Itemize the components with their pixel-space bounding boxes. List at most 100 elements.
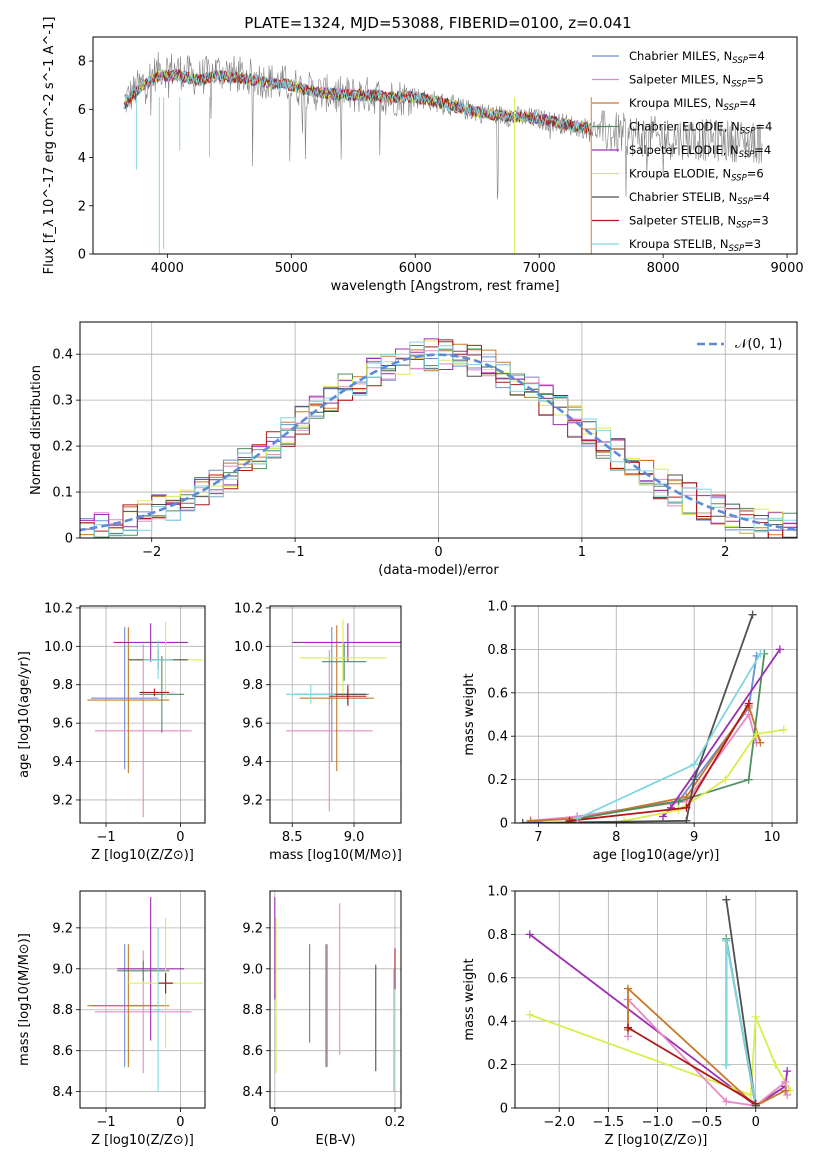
plot-area-z-weight [525,895,795,1108]
weight-marker [525,1010,534,1019]
axes-frame [269,605,402,824]
legend-entry-sub: SSP [737,197,753,207]
errorbar-point [158,972,174,994]
y-tick-label: 0.4 [487,1015,508,1030]
x-tick-label: 7 [534,830,542,845]
y-tick-label: 8 [78,55,86,70]
x-tick-label: 9 [690,830,698,845]
legend-entry-label: Kroupa MILES, N [629,96,724,110]
weight-marker [781,1086,790,1095]
x-tick-label: 1 [578,545,586,560]
weight-marker [518,819,527,823]
y-tick-label: 0.2 [487,773,508,788]
weight-marker [722,936,731,945]
x-tick-label: 0 [176,1115,184,1130]
x-tick-label: 4000 [151,261,184,276]
x-tick-label: 0 [271,1115,279,1130]
axes-residuals: −2 −1 0 1 2 0 0.1 0.2 0.3 0.4 (data-model)/error No… [29,321,798,578]
errorbar-point [117,960,170,982]
weight-marker [744,699,753,708]
weight-marker [682,816,691,823]
weight-marker [690,775,699,784]
x-tick-label: −0.5 [691,1115,723,1130]
x-axis-label: mass [log10(M/M⊙)] [269,848,402,863]
weight-marker [722,1097,731,1106]
errorbar-point [292,623,401,662]
weight-marker [748,610,757,619]
weight-line [627,986,786,1107]
plot-area-ebv-mass [274,897,396,1092]
weight-marker [526,816,535,823]
weight-marker [751,1099,760,1108]
y-tick-label: 0.6 [487,686,508,701]
y-tick-label: 8.8 [242,1003,263,1018]
axes-spectrum: 4000 5000 6000 7000 8000 9000 0 2 4 6 8 wavelength … [42,17,804,294]
legend-entry: Chabrier MILES, NSSP=4 [629,49,765,66]
y-tick-label: 9.8 [242,678,263,693]
legend-entry-label: Kroupa ELODIE, N [629,167,731,181]
legend-entry-label: Chabrier ELODIE, N [629,120,740,134]
legend-entry-label: Chabrier MILES, N [629,49,732,63]
x-axis-label: (data-model)/error [378,563,499,578]
legend-entry-label: Salpeter ELODIE, N [629,143,739,157]
y-tick-label: 10.0 [44,640,73,655]
x-tick-label: −1.0 [642,1115,674,1130]
y-tick-label: 0 [500,1102,508,1117]
x-tick-label: −1 [286,545,305,560]
x-axis-label: Z [log10(Z/Z⊙)] [91,1133,194,1148]
axes-z-weight: −2.0 −1.5 −1.0 −0.5 0 0 0.2 0.4 0.6 0.8 1.0 Z [log1… [462,885,798,1148]
y-tick-label: 0.4 [52,348,73,363]
y-tick-label: 9.6 [52,717,73,732]
y-tick-label: 0.8 [487,643,508,658]
weight-marker [779,725,788,734]
x-tick-label: −1 [96,1115,115,1130]
y-tick-label: 0 [500,817,508,832]
errorbar-point [299,619,387,697]
x-tick-label: −2 [142,545,161,560]
legend-entry-sub: SSP [724,103,740,113]
x-tick-label: 8 [612,830,620,845]
plot-area-z-mass [87,897,203,1092]
x-tick-label: 0.2 [385,1115,406,1130]
y-tick-label: 0 [78,248,86,263]
y-tick-label: 9.0 [242,962,263,977]
model-spectrum-line [123,69,592,135]
weight-marker [744,775,753,784]
weight-marker [690,760,699,769]
legend-entry-sub: SSP [736,221,752,231]
y-tick-label: 1.0 [487,600,508,615]
plot-area-mass-age [286,619,401,812]
weight-marker [752,730,761,739]
y-tick-label: 10.2 [44,601,73,616]
x-tick-label: 0 [752,1115,760,1130]
errorbar-point [286,650,373,812]
weight-marker [721,775,730,784]
y-tick-label: 10.2 [234,601,263,616]
x-axis-label: E(B-V) [315,1133,355,1148]
y-tick-label: 1.0 [487,885,508,900]
legend-entry-sub: SSP [731,174,747,184]
x-axis-label: wavelength [Angstrom, rest frame] [331,279,560,294]
weight-line [627,1026,757,1105]
weight-marker [751,1012,760,1021]
y-tick-label: 0.3 [52,394,73,409]
y-tick-label: 8.6 [52,1044,73,1059]
legend-entry-count: =3 [744,237,761,251]
weight-marker [573,814,582,823]
weight-marker [525,930,534,939]
axes-frame [92,36,798,255]
weight-marker [623,984,632,993]
weight-line [529,933,789,1107]
weight-marker [666,803,675,812]
x-tick-label: 8000 [647,261,680,276]
x-tick-label: 2 [721,545,729,560]
y-tick-label: 6 [78,103,86,118]
errorbar-point [143,640,174,679]
y-tick-label: 0.4 [487,730,508,745]
legend-entry: Kroupa MILES, NSSP=4 [629,96,756,113]
y-axis-label: Normed distribution [29,365,44,495]
y-axis-label: age [log10(age/yr)] [17,651,32,778]
weight-marker [722,895,731,904]
plot-area-residuals [80,338,797,538]
